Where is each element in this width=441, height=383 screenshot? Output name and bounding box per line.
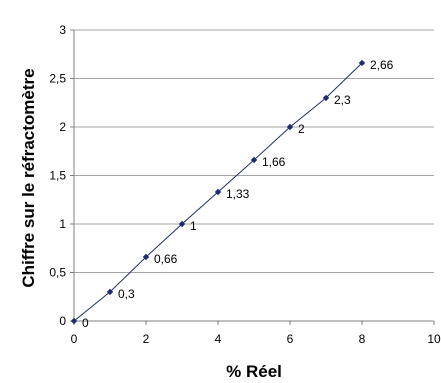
tick-labels: 00,511,522,530 2 4 6 8 10 [49,23,441,346]
y-tick-label: 2 [59,120,66,134]
data-label: 0 [82,316,89,330]
data-label: 1,66 [262,155,286,169]
x-tick-label: 6 [287,332,294,346]
data-label: 2 [298,122,305,136]
data-label: 1 [190,219,197,233]
data-point-marker [250,156,258,164]
data-labels: 0 0,3 0,66 1 1,33 1,66 2 2,3 2,66 [82,58,394,330]
x-tick-label: 10 [427,332,441,346]
x-tick-label: 2 [143,332,150,346]
y-tick-label: 1 [59,217,66,231]
data-point-marker [178,220,186,228]
y-tick-label: 1,5 [49,169,66,183]
y-tick-label: 3 [59,23,66,37]
y-tick-label: 0,5 [49,266,66,280]
gridlines [74,29,434,273]
y-tick-label: 0 [59,314,66,328]
y-tick-label: 2,5 [49,72,66,86]
x-axis-title: % Réel [226,362,282,381]
data-point-marker [106,288,114,296]
axes [70,29,435,325]
data-point-marker [214,188,222,196]
data-label: 2,66 [370,58,394,72]
series [70,59,366,325]
data-label: 0,66 [154,252,178,266]
data-point-marker [322,94,330,102]
x-tick-label: 4 [215,332,222,346]
data-label: 1,33 [226,187,250,201]
data-point-marker [358,59,366,67]
x-tick-label: 8 [359,332,366,346]
data-label: 2,3 [334,93,351,107]
data-point-marker [70,317,78,325]
x-tick-label: 0 [71,332,78,346]
y-axis-title: Chiffre sur le réfractomètre [19,68,38,287]
data-point-marker [286,123,294,131]
data-point-marker [142,253,150,261]
data-label: 0,3 [118,287,135,301]
